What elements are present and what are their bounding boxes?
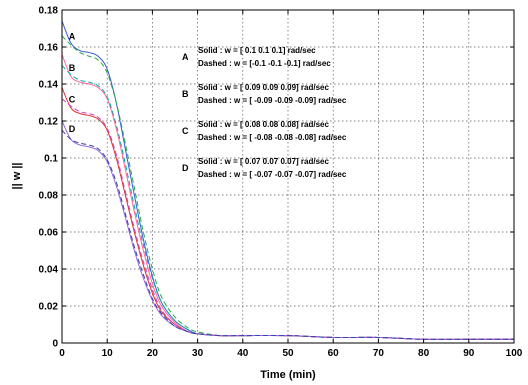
series-layer <box>61 20 514 340</box>
y-tick-label: 0.12 <box>39 117 59 128</box>
x-tick-label: 70 <box>373 348 385 359</box>
annotation-letter: D <box>182 163 189 173</box>
grid-lines <box>62 10 514 343</box>
annotation-c: C Solid : w = [ 0.08 0.08 0.08] rad/sec Da… <box>182 120 347 142</box>
y-tick-label: 0.02 <box>39 302 59 313</box>
annotation-solid-text: Solid : w = [ 0.1 0.1 0.1] rad/sec <box>198 46 316 55</box>
x-tick-label: 30 <box>192 348 204 359</box>
x-axis-label: Time (min) <box>260 369 316 381</box>
annotation-a: A Solid : w = [ 0.1 0.1 0.1] rad/sec Dashe… <box>182 46 331 68</box>
annotation-dashed-text: Dashed : w = [ -0.08 -0.08 -0.08] rad/se… <box>198 133 347 142</box>
x-tick-label: 100 <box>506 348 523 359</box>
y-tick-label: 0.18 <box>39 6 59 17</box>
annotation-block: A Solid : w = [ 0.1 0.1 0.1] rad/sec Dashe… <box>182 46 347 179</box>
annotation-solid-text: Solid : w = [ 0.07 0.07 0.07] rad/sec <box>198 157 330 166</box>
annotation-letter: C <box>182 126 189 136</box>
axis-ticks: 0 10 20 30 40 50 60 70 80 90 100 0 0.02 0.04 0.06 0.08 0… <box>39 6 523 360</box>
annotation-letter: A <box>182 52 189 62</box>
x-tick-label: 80 <box>418 348 430 359</box>
curve-labels: A B C D <box>69 32 76 135</box>
annotation-dashed-text: Dashed : w = [ -0.07 -0.07 -0.07] rad/se… <box>198 170 347 179</box>
y-axis-label: || w || <box>11 163 23 190</box>
x-tick-label: 90 <box>463 348 475 359</box>
x-tick-label: 40 <box>237 348 249 359</box>
y-tick-label: 0.06 <box>39 228 59 239</box>
curve-label-c: C <box>69 95 76 105</box>
curve-label-d: D <box>69 124 76 134</box>
y-tick-label: 0.16 <box>39 43 59 54</box>
x-tick-label: 50 <box>282 348 294 359</box>
annotation-letter: B <box>182 89 189 99</box>
x-tick-label: 20 <box>147 348 159 359</box>
series-line-d-dashed <box>61 129 514 340</box>
x-tick-label: 60 <box>328 348 340 359</box>
y-tick-label: 0.08 <box>39 191 59 202</box>
annotation-dashed-text: Dashed : w = [ -0.09 -0.09 -0.09] rad/se… <box>198 96 347 105</box>
y-tick-label: 0.1 <box>44 154 58 165</box>
annotation-solid-text: Solid : w = [ 0.08 0.08 0.08] rad/sec <box>198 120 330 129</box>
annotation-solid-text: Solid : w = [ 0.09 0.09 0.09] rad/sec <box>198 83 330 92</box>
y-tick-label: 0.14 <box>39 80 59 91</box>
y-tick-label: 0.04 <box>39 265 59 276</box>
x-tick-label: 0 <box>59 348 65 359</box>
y-tick-label: 0 <box>52 339 58 350</box>
curve-label-b: B <box>69 63 76 73</box>
annotation-b: B Solid : w = [ 0.09 0.09 0.09] rad/sec Da… <box>182 83 347 105</box>
x-tick-label: 10 <box>102 348 114 359</box>
annotation-dashed-text: Dashed : w = [-0.1 -0.1 -0.1] rad/sec <box>198 59 331 68</box>
curve-label-a: A <box>69 32 76 42</box>
annotation-d: D Solid : w = [ 0.07 0.07 0.07] rad/sec Da… <box>182 157 347 179</box>
